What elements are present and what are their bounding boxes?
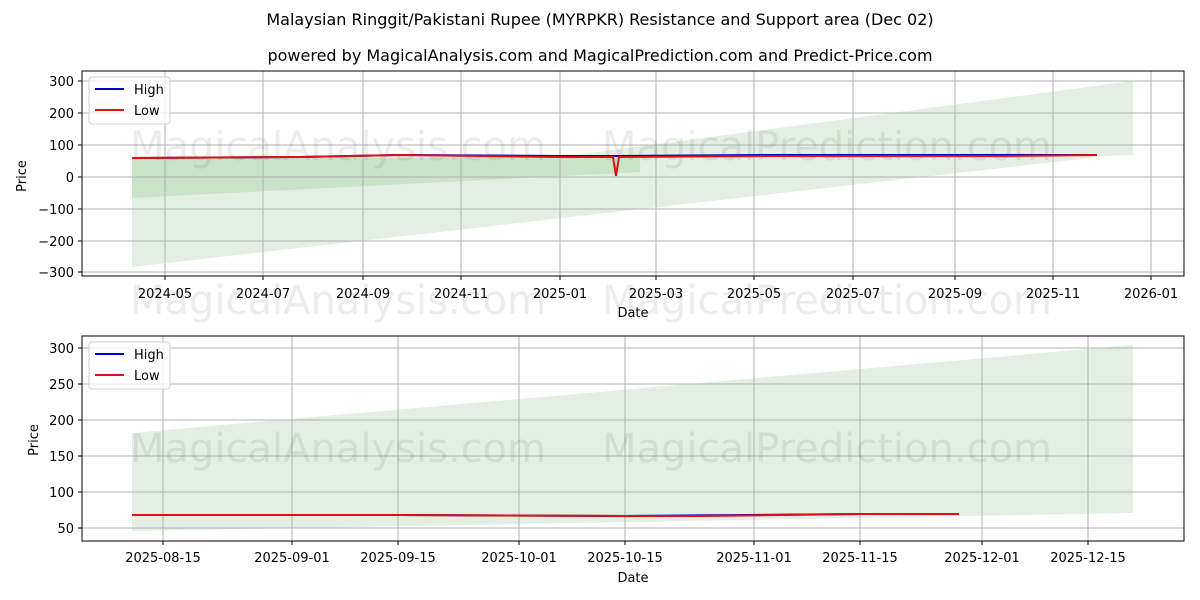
y-tick-label: −100 bbox=[38, 203, 74, 218]
resistance-support-band bbox=[132, 345, 1133, 531]
x-tick-label: 2024-09 bbox=[336, 287, 390, 302]
y-axis-label: Price bbox=[27, 424, 42, 456]
x-tick-label: 2025-10-15 bbox=[587, 551, 663, 566]
x-tick-label: 2024-05 bbox=[138, 287, 192, 302]
y-tick-label: −200 bbox=[38, 235, 74, 250]
x-tick-label: 2025-11-01 bbox=[716, 551, 792, 566]
watermark-magicalanalysis-2: MagicalAnalysis.com bbox=[130, 278, 546, 324]
legend-low-label: Low bbox=[134, 369, 160, 384]
x-tick-label: 2025-12-15 bbox=[1050, 551, 1126, 566]
bottom-chart: MagicalAnalysis.com MagicalPrediction.co… bbox=[27, 335, 1185, 586]
x-tick-label: 2025-11 bbox=[1026, 287, 1080, 302]
watermark-magicalprediction: MagicalPrediction.com bbox=[602, 124, 1052, 170]
y-tick-label: 0 bbox=[66, 171, 74, 186]
resistance-band-light bbox=[560, 81, 1133, 172]
x-tick-label: 2025-05 bbox=[727, 287, 781, 302]
watermark-magicalprediction-2: MagicalPrediction.com bbox=[602, 278, 1052, 324]
x-tick-label: 2025-09-01 bbox=[254, 551, 330, 566]
top-chart: MagicalAnalysis.com MagicalPrediction.co… bbox=[15, 70, 1185, 324]
watermark-magicalprediction-3: MagicalPrediction.com bbox=[602, 426, 1052, 472]
bottom-legend: High Low bbox=[88, 341, 171, 390]
y-tick-label: −300 bbox=[38, 266, 74, 281]
x-tick-label: 2026-01 bbox=[1124, 287, 1178, 302]
x-tick-label: 2025-12-01 bbox=[944, 551, 1020, 566]
y-tick-label: 100 bbox=[49, 139, 74, 154]
top-legend: High Low bbox=[88, 76, 171, 125]
x-tick-label: 2024-07 bbox=[236, 287, 290, 302]
y-tick-label: 250 bbox=[49, 378, 74, 393]
bottom-grid bbox=[82, 336, 1184, 541]
top-y-ticks bbox=[78, 80, 82, 273]
bottom-x-ticks bbox=[162, 541, 1089, 545]
x-tick-label: 2025-07 bbox=[826, 287, 880, 302]
y-tick-label: 200 bbox=[49, 107, 74, 122]
legend-high-label: High bbox=[134, 83, 164, 98]
bottom-y-ticks bbox=[78, 347, 82, 529]
x-axis-label: Date bbox=[617, 306, 648, 321]
x-tick-label: 2025-08-15 bbox=[125, 551, 201, 566]
y-axis-label: Price bbox=[15, 160, 30, 192]
y-tick-label: 300 bbox=[49, 75, 74, 90]
y-tick-label: 200 bbox=[49, 414, 74, 429]
top-grid bbox=[82, 71, 1184, 276]
x-tick-label: 2025-09 bbox=[928, 287, 982, 302]
y-tick-label: 300 bbox=[49, 342, 74, 357]
x-tick-label: 2024-11 bbox=[434, 287, 488, 302]
x-axis-label: Date bbox=[617, 571, 648, 586]
y-tick-label: 50 bbox=[57, 522, 74, 537]
top-x-ticks bbox=[164, 276, 1152, 280]
y-tick-label: 150 bbox=[49, 450, 74, 465]
bottom-axes-frame bbox=[81, 335, 1185, 542]
watermark-magicalanalysis: MagicalAnalysis.com bbox=[130, 124, 546, 170]
chart-subtitle: powered by MagicalAnalysis.com and Magic… bbox=[267, 46, 933, 65]
x-tick-label: 2025-01 bbox=[533, 287, 587, 302]
chart-title: Malaysian Ringgit/Pakistani Rupee (MYRPK… bbox=[266, 10, 934, 29]
x-tick-label: 2025-03 bbox=[629, 287, 683, 302]
legend-high-label: High bbox=[134, 348, 164, 363]
low-line bbox=[132, 513, 959, 517]
y-tick-label: 100 bbox=[49, 486, 74, 501]
x-tick-label: 2025-09-15 bbox=[360, 551, 436, 566]
x-tick-label: 2025-10-01 bbox=[481, 551, 557, 566]
top-axes-frame bbox=[81, 70, 1185, 277]
low-line bbox=[131, 153, 1098, 177]
x-tick-label: 2025-11-15 bbox=[822, 551, 898, 566]
legend-low-label: Low bbox=[134, 104, 160, 119]
watermark-magicalanalysis-3: MagicalAnalysis.com bbox=[130, 426, 546, 472]
